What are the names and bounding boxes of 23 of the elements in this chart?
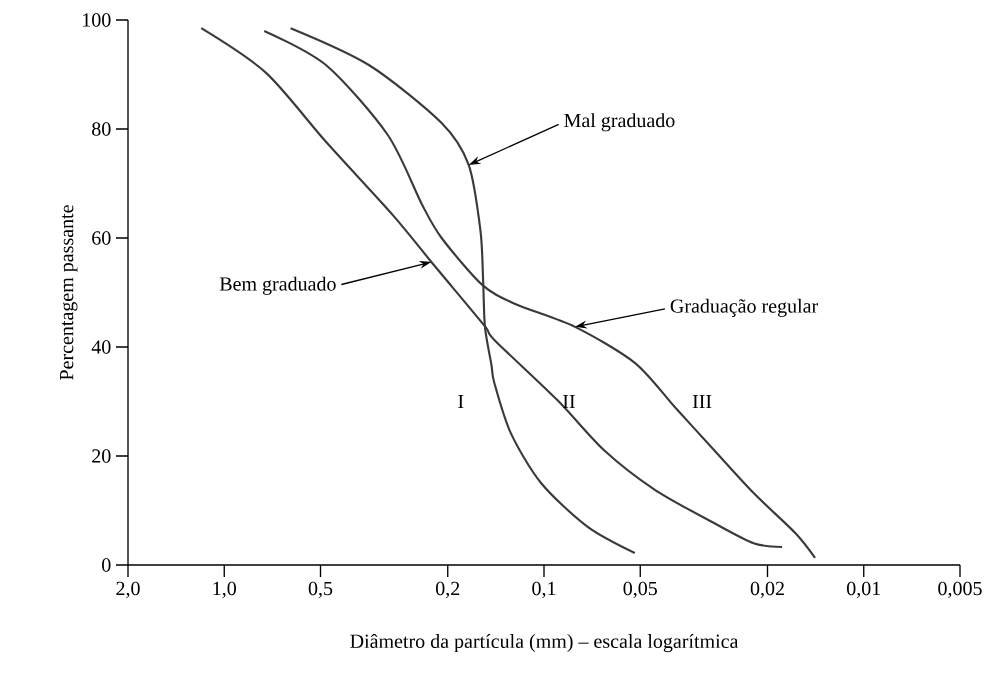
x-tick-label: 0,05	[623, 581, 657, 599]
annotation: Graduação regular	[670, 298, 818, 317]
x-tick-label: 0,5	[308, 581, 333, 599]
y-axis-title: Percentagem passante	[60, 205, 78, 380]
annotation: III	[692, 394, 712, 409]
y-tick-label: 0	[102, 558, 111, 572]
x-tick-label: 0,2	[436, 581, 460, 599]
x-axis-title: Diâmetro da partícula (mm) – escala logarítmica	[350, 633, 739, 653]
x-tick-label: 0,01	[847, 581, 881, 599]
annotation: Bem graduado	[219, 276, 336, 295]
y-tick-label: 100	[83, 13, 111, 27]
annotation: Mal graduado	[564, 113, 675, 132]
x-tick-label: 0,02	[750, 581, 784, 599]
y-tick-label: 80	[92, 122, 111, 136]
y-tick-label: 60	[92, 231, 111, 245]
x-tick-label: 0,005	[938, 581, 982, 599]
annotation: I	[458, 394, 464, 409]
annotation: II	[563, 394, 575, 409]
x-tick-label: 1,0	[213, 581, 236, 599]
y-tick-label: 20	[92, 449, 111, 463]
y-tick-label: 40	[91, 340, 111, 354]
x-tick-label: 2,0	[116, 581, 140, 599]
x-tick-label: 0,1	[532, 581, 556, 599]
